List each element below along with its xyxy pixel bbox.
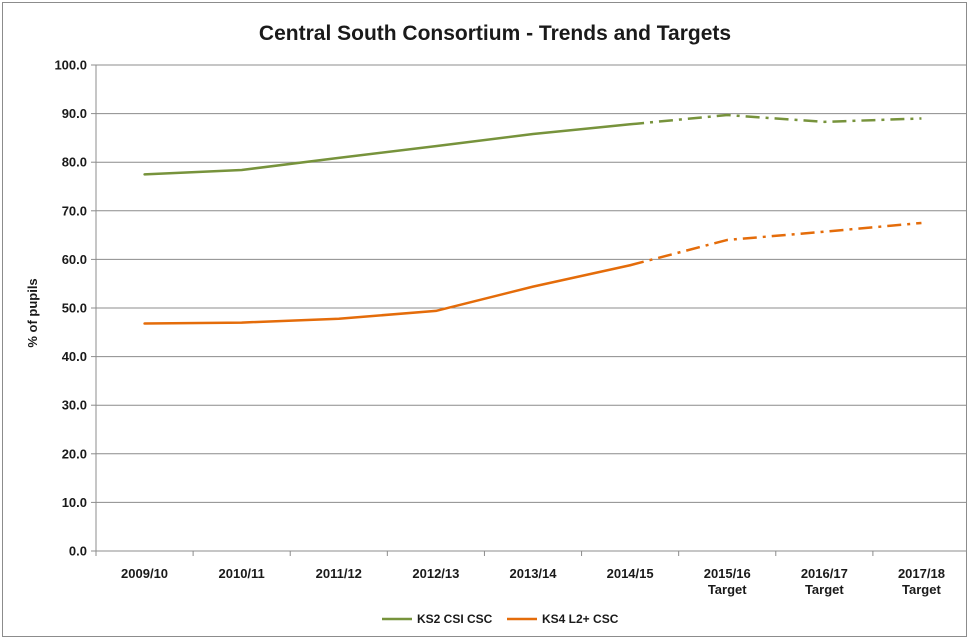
x-tick-label: 2012/13 <box>412 566 459 581</box>
y-axis-label: % of pupils <box>25 278 40 347</box>
x-tick-label: 2013/14 <box>510 566 558 581</box>
y-tick-label: 70.0 <box>62 203 87 218</box>
x-tick-label: 2017/18 Target <box>898 566 945 597</box>
y-tick-label: 60.0 <box>62 252 87 267</box>
y-tick-label: 30.0 <box>62 398 87 413</box>
y-tick-label: 50.0 <box>62 301 87 316</box>
series-line-target-0 <box>629 113 922 126</box>
legend-label: KS2 CSI CSC <box>417 612 493 626</box>
x-tick-label: 2015/16 Target <box>704 566 751 597</box>
legend-label: KS4 L2+ CSC <box>542 612 619 626</box>
x-tick-label: 2014/15 <box>607 566 654 581</box>
y-tick-label: 0.0 <box>69 544 87 559</box>
series-lines <box>143 113 922 325</box>
gridlines <box>96 64 970 503</box>
x-tick-label: 2016/17 Target <box>801 566 848 597</box>
y-axis-ticks: 0.0 10.0 20.0 30.0 40.0 50.0 60.0 70.0 80.0 90.0 1… <box>54 58 87 559</box>
y-tick-label: 80.0 <box>62 155 87 170</box>
chart-title: Central South Consortium - Trends and Ta… <box>259 22 731 45</box>
x-axis <box>91 64 971 556</box>
y-tick-label: 10.0 <box>62 495 87 510</box>
y-tick-label: 100.0 <box>54 58 87 73</box>
line-chart: Central South Consortium - Trends and Ta… <box>25 22 971 626</box>
series-line-target-1 <box>629 221 922 267</box>
x-tick-label: 2009/10 <box>121 566 168 581</box>
x-axis-ticks: 2009/10 2010/11 2011/12 2012/13 2013/14 2014/… <box>121 566 945 597</box>
x-tick-label: 2010/11 <box>219 566 265 581</box>
y-tick-label: 90.0 <box>62 106 87 121</box>
y-tick-label: 40.0 <box>62 349 87 364</box>
x-tick-label: 2011/12 <box>316 566 362 581</box>
series-line-actual-1 <box>143 263 632 325</box>
legend: KS2 CSI CSC KS4 L2+ CSC <box>382 612 619 626</box>
series-line-actual-0 <box>143 123 632 176</box>
y-tick-label: 20.0 <box>62 446 87 461</box>
